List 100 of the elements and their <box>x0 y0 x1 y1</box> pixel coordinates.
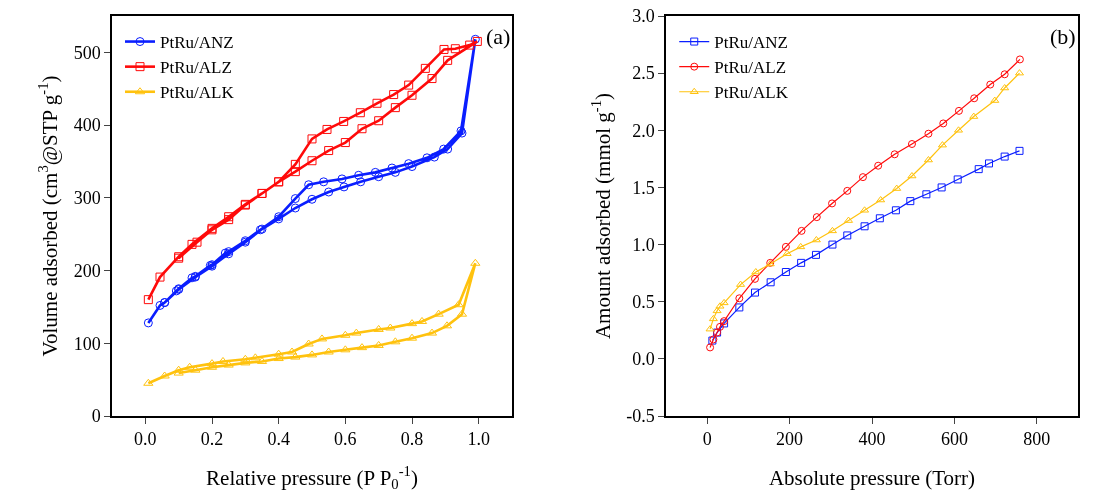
point <box>427 74 437 84</box>
point <box>340 345 351 353</box>
point <box>374 172 384 182</box>
point <box>706 343 715 352</box>
point <box>937 141 947 148</box>
point <box>290 194 300 204</box>
point <box>470 258 481 266</box>
point <box>781 242 790 251</box>
point <box>390 167 400 177</box>
point <box>827 226 837 234</box>
y-tick-label: 500 <box>73 42 101 63</box>
point <box>985 159 994 168</box>
point <box>843 186 852 195</box>
point <box>439 144 449 154</box>
point <box>290 167 300 177</box>
point <box>906 197 915 206</box>
legend-label: PtRu/ALZ <box>714 58 787 78</box>
point <box>155 272 165 282</box>
point <box>954 106 963 115</box>
x-tick-label: 0 <box>702 429 712 450</box>
point <box>370 167 380 177</box>
point <box>387 163 397 173</box>
point <box>891 206 900 215</box>
point <box>429 152 439 162</box>
y-tick-label: 300 <box>73 188 101 209</box>
point <box>339 116 349 126</box>
point <box>796 242 806 250</box>
annotation: (a) <box>486 24 511 49</box>
point <box>307 134 317 144</box>
point <box>324 187 334 197</box>
point <box>354 170 364 180</box>
point <box>385 323 396 331</box>
point <box>712 306 722 314</box>
x-tick-label: 200 <box>776 429 804 450</box>
point <box>404 80 414 90</box>
y-tick-label: 0.5 <box>632 292 655 313</box>
point <box>192 237 202 247</box>
point <box>290 159 300 169</box>
point <box>750 274 759 283</box>
point <box>828 240 837 249</box>
point <box>782 249 792 256</box>
point <box>937 183 946 192</box>
point <box>240 354 251 362</box>
point <box>736 280 746 287</box>
point <box>143 378 154 386</box>
point <box>273 354 284 362</box>
point <box>250 353 261 361</box>
point <box>922 190 931 199</box>
point <box>290 203 300 213</box>
x-tick-label: 0.6 <box>334 429 357 450</box>
point <box>337 174 347 184</box>
point <box>357 124 367 134</box>
point <box>939 119 948 128</box>
point <box>273 349 284 357</box>
point <box>307 156 317 166</box>
point <box>812 213 821 222</box>
y-tick-label: 1.5 <box>632 177 655 198</box>
point <box>924 129 933 138</box>
point <box>715 302 725 309</box>
point <box>290 352 301 360</box>
point <box>372 98 382 108</box>
point <box>220 248 230 258</box>
legend-label: PtRu/ALK <box>160 83 235 103</box>
point <box>390 337 401 345</box>
legend-label: PtRu/ANZ <box>160 33 234 53</box>
x-tick-label: 1.0 <box>467 429 490 450</box>
point <box>892 184 902 191</box>
y-tick-label: 100 <box>73 333 101 354</box>
x-tick-label: 0.4 <box>267 429 290 450</box>
point <box>907 172 917 179</box>
point <box>453 300 464 308</box>
point <box>184 362 195 370</box>
point <box>340 330 351 338</box>
point <box>876 196 886 203</box>
point <box>373 324 384 332</box>
point <box>1000 152 1009 161</box>
y-tick-label: 0 <box>91 406 101 427</box>
point <box>323 347 334 355</box>
point <box>828 199 837 208</box>
point <box>356 177 366 187</box>
point <box>843 231 852 240</box>
point <box>766 278 775 287</box>
point <box>389 90 399 100</box>
point <box>953 175 962 184</box>
point <box>433 309 444 317</box>
point <box>465 40 475 50</box>
point <box>890 150 899 159</box>
x-tick-label: 400 <box>858 429 886 450</box>
y-tick-label: 2.0 <box>632 120 655 141</box>
point <box>750 288 759 297</box>
point <box>974 165 983 174</box>
point <box>340 138 350 148</box>
point <box>986 80 995 89</box>
point <box>324 146 334 156</box>
y-tick-label: 400 <box>73 115 101 136</box>
point <box>719 298 729 306</box>
point <box>374 116 384 126</box>
y-tick-label: -0.5 <box>626 406 655 427</box>
y-tick-label: 3.0 <box>632 6 655 27</box>
point <box>373 340 384 348</box>
